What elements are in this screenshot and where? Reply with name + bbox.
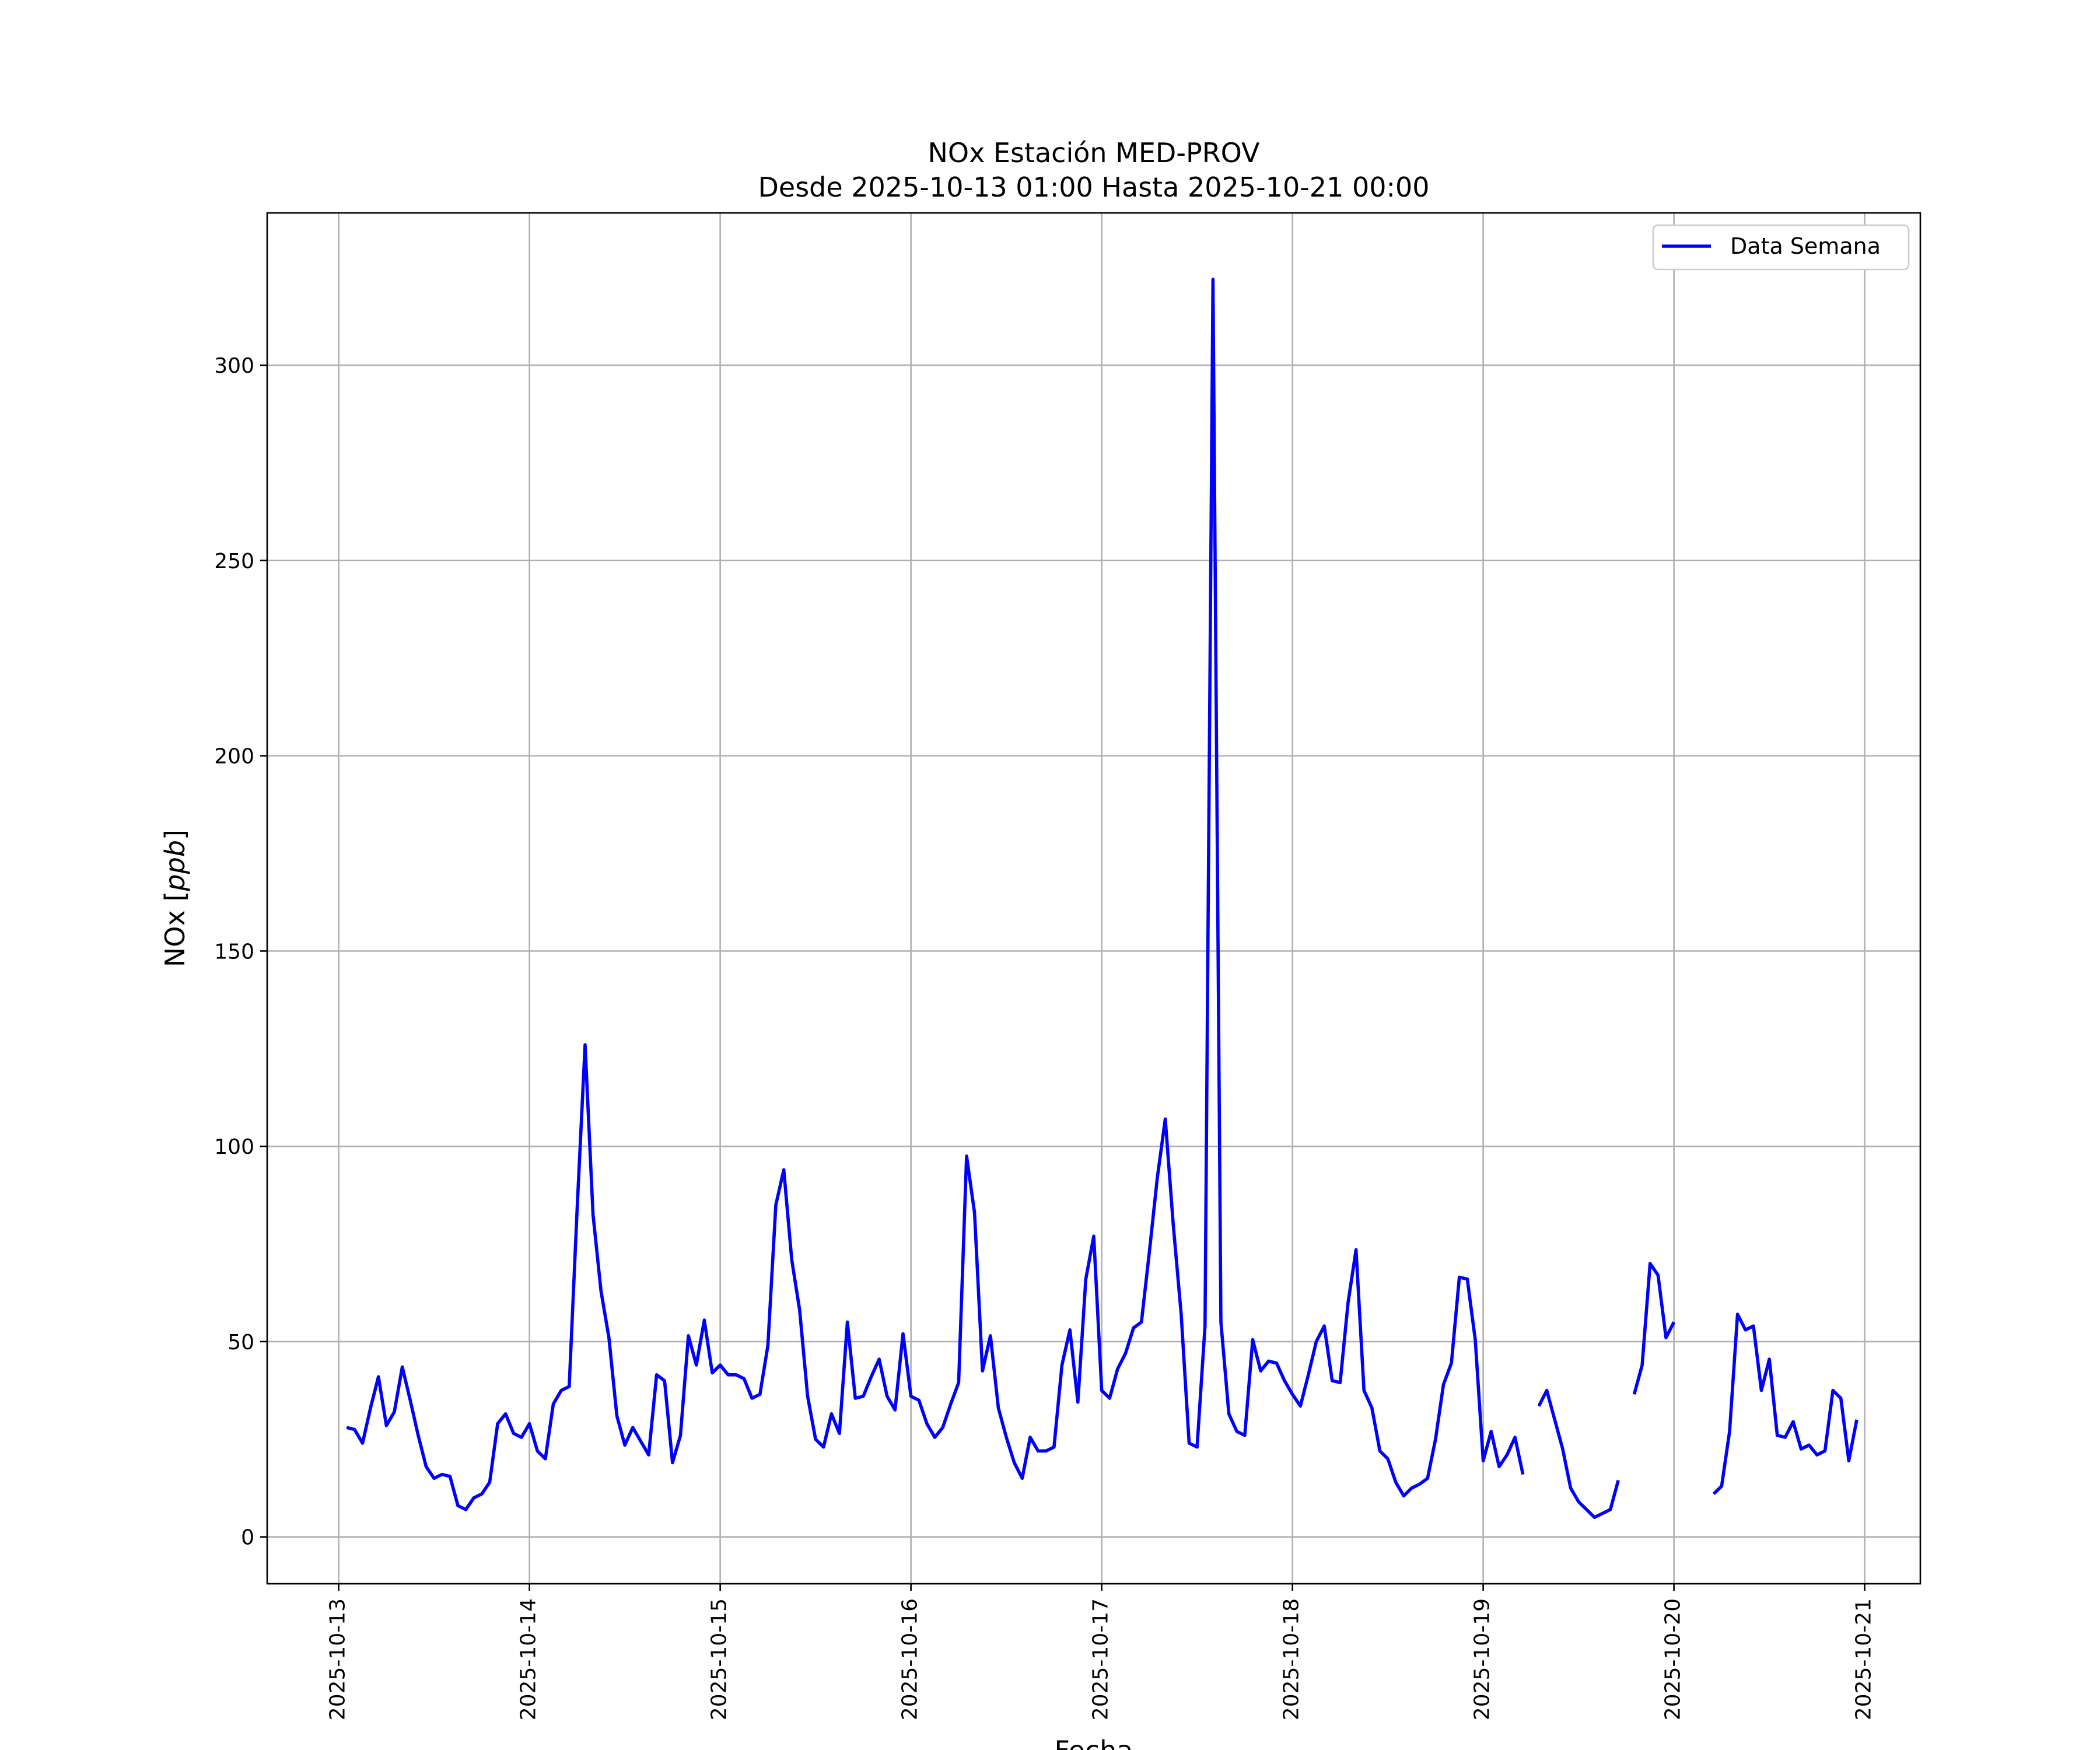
x-tick-label-2025-10-20: 2025-10-20 [1661,1598,1685,1720]
y-tick-label-200: 200 [214,745,254,769]
legend: Data Semana [1652,224,1910,271]
series-0-segment-3 [1712,1312,1859,1496]
series-0-segment-2 [1632,1262,1676,1395]
x-axis-label: Fecha [1055,1735,1133,1750]
x-tick-label-2025-10-15: 2025-10-15 [708,1598,732,1720]
series-0-segment-1 [1537,1388,1620,1519]
y-tick-label-250: 250 [214,550,254,573]
y-axis-label-close: ] [159,830,191,840]
axis-ticks: 0 50 100 150 200 250 300 2025-10-13 2025-10-14 20… [214,354,1875,1720]
y-tick-label-300: 300 [214,354,254,378]
grid [267,213,1920,1584]
series-lines [346,278,1859,1519]
legend-box [1652,224,1910,271]
y-tick-label-0: 0 [241,1526,254,1550]
x-tick-label-2025-10-18: 2025-10-18 [1280,1598,1304,1720]
y-axis-label-text: NOx [ [159,891,191,967]
y-tick-label-150: 150 [214,940,254,964]
x-tick-label-2025-10-21: 2025-10-21 [1852,1598,1876,1720]
y-tick-label-50: 50 [228,1331,254,1354]
x-tick-label-2025-10-14: 2025-10-14 [517,1598,541,1720]
axes-frame [266,212,1922,1585]
x-tick-label-2025-10-19: 2025-10-19 [1471,1598,1494,1720]
y-axis-label-unit: ppb [159,840,191,892]
series-0-segment-0 [346,278,1525,1511]
y-axis-label: NOx [ppb] [159,830,191,967]
x-tick-label-2025-10-17: 2025-10-17 [1089,1598,1113,1720]
y-tick-label-100: 100 [214,1135,254,1159]
x-tick-label-2025-10-16: 2025-10-16 [898,1598,922,1720]
chart-title-line-2: Desde 2025-10-13 01:00 Hasta 2025-10-21 … [758,172,1429,203]
x-tick-label-2025-10-13: 2025-10-13 [326,1598,350,1720]
legend-label-data-semana: Data Semana [1730,233,1881,259]
chart-title-line-1: NOx Estación MED-PROV [928,137,1260,169]
